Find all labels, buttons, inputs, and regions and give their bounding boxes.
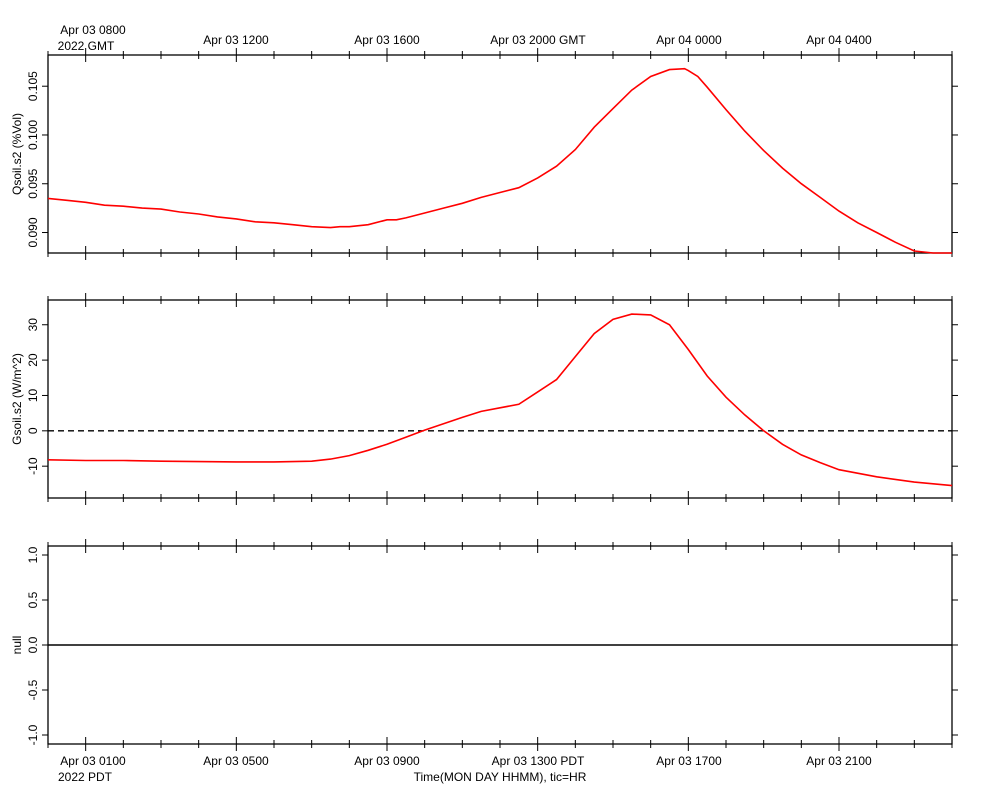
y-tick-label: 30 xyxy=(26,318,40,332)
top-tick-label: Apr 03 1200 xyxy=(203,33,269,47)
y-tick-label: -1.0 xyxy=(26,724,40,745)
top-tick-label: Apr 03 0800 xyxy=(60,23,126,37)
bottom-tick-label: Apr 03 1300 PDT xyxy=(492,754,585,768)
bottom-tick-label: Apr 03 0900 xyxy=(354,754,420,768)
y-tick-label: 10 xyxy=(26,388,40,402)
y-tick-label: 0.5 xyxy=(26,591,40,608)
y-axis-title: Qsoil.s2 (%Vol) xyxy=(10,113,24,195)
y-tick-label: 20 xyxy=(26,353,40,367)
series-line-gsoil xyxy=(47,313,953,487)
x-ticks xyxy=(47,48,953,260)
y-tick-label: 0.0 xyxy=(26,636,40,653)
y-tick-label: 0 xyxy=(26,427,40,434)
y-axis-title: Gsoil.s2 (W/m^2) xyxy=(10,353,24,445)
bottom-tick-label: Apr 03 0100 xyxy=(60,754,126,768)
bottom-tick-label: Apr 03 0500 xyxy=(203,754,269,768)
y-ticks: -1.0 -0.5 0.0 0.5 1.0 xyxy=(26,546,958,745)
bottom-tick-label: Apr 03 1700 xyxy=(656,754,722,768)
bottom-time-axis: Apr 03 0100 2022 PDT Apr 03 0500 Apr 03 … xyxy=(58,754,872,784)
x-ticks xyxy=(47,293,953,505)
top-tick-label: Apr 04 0000 xyxy=(656,33,722,47)
top-tick-label: Apr 03 2000 GMT xyxy=(490,33,586,47)
top-time-axis: Apr 03 0800 2022 GMT Apr 03 1200 Apr 03 … xyxy=(58,23,872,53)
y-axis-title: null xyxy=(10,636,24,655)
top-tick-label: Apr 03 1600 xyxy=(354,33,420,47)
bottom-tick-label: Apr 03 2100 xyxy=(806,754,872,768)
y-tick-label: 0.090 xyxy=(26,217,40,247)
y-tick-label: 0.095 xyxy=(26,168,40,198)
plot-frame xyxy=(47,299,953,499)
y-tick-label: 0.105 xyxy=(26,71,40,101)
y-ticks: 0.090 0.095 0.100 0.105 xyxy=(26,71,958,248)
y-tick-label: -0.5 xyxy=(26,679,40,700)
top-year-label: 2022 GMT xyxy=(58,39,115,53)
plot-frame xyxy=(47,54,953,254)
x-axis-title: Time(MON DAY HHMM), tic=HR xyxy=(414,770,587,784)
bottom-year-label: 2022 PDT xyxy=(58,770,113,784)
y-tick-label: 0.100 xyxy=(26,120,40,150)
panel-qsoil: 0.090 0.095 0.100 0.105 Qsoil.s2 (%Vol) xyxy=(10,48,958,260)
y-tick-label: 1.0 xyxy=(26,546,40,563)
panel-null: -1.0 -0.5 0.0 0.5 1.0 null xyxy=(10,539,958,751)
y-tick-label: -10 xyxy=(26,457,40,475)
x-ticks xyxy=(47,539,953,751)
series-line-qsoil xyxy=(47,67,952,254)
top-tick-label: Apr 04 0400 xyxy=(806,33,872,47)
panel-gsoil: -10 0 10 20 30 Gsoil.s2 (W/m^2) xyxy=(10,293,958,505)
y-ticks: -10 0 10 20 30 xyxy=(26,318,958,475)
